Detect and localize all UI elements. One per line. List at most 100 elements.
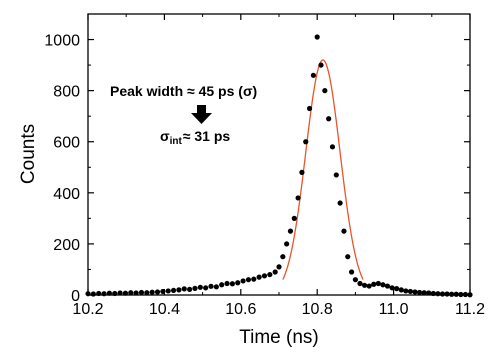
sigma-subscript: int bbox=[170, 136, 183, 147]
data-point bbox=[85, 291, 91, 297]
data-point bbox=[219, 282, 225, 288]
sigma-symbol: σ bbox=[160, 128, 170, 144]
data-point bbox=[453, 291, 459, 297]
data-point bbox=[352, 277, 358, 283]
data-point bbox=[138, 289, 145, 296]
data-point bbox=[322, 88, 328, 94]
data-point bbox=[154, 289, 161, 295]
plot-frame bbox=[87, 13, 471, 296]
data-point bbox=[176, 287, 182, 293]
data-point bbox=[444, 291, 450, 297]
data-point bbox=[467, 292, 473, 298]
y-tick-labels: 0 200 400 600 800 1000 bbox=[44, 33, 80, 305]
data-point bbox=[299, 169, 305, 175]
data-point bbox=[229, 281, 235, 287]
data-point bbox=[462, 291, 469, 298]
data-point bbox=[117, 290, 123, 296]
data-point bbox=[314, 34, 320, 40]
data-point bbox=[261, 273, 268, 279]
down-arrow-icon bbox=[191, 105, 212, 124]
data-point bbox=[403, 288, 409, 294]
data-point bbox=[112, 290, 118, 297]
x-tick-label: 10.6 bbox=[225, 301, 256, 318]
peak-width-annotation: Peak width ≈ 45 ps (σ) bbox=[110, 83, 257, 99]
data-point bbox=[407, 288, 414, 295]
x-tick-labels: 10.2 10.4 10.6 10.8 11.0 11.2 bbox=[72, 301, 485, 318]
data-point bbox=[333, 172, 339, 178]
data-point bbox=[426, 290, 432, 296]
x-tick-label: 10.2 bbox=[72, 301, 103, 318]
data-point bbox=[106, 290, 112, 296]
data-point bbox=[245, 277, 252, 283]
data-point bbox=[287, 228, 294, 234]
data-point bbox=[361, 282, 368, 288]
data-point bbox=[458, 291, 464, 298]
data-point bbox=[384, 283, 391, 289]
data-point bbox=[341, 228, 347, 234]
data-point bbox=[203, 285, 209, 291]
data-point bbox=[122, 290, 129, 296]
data-point bbox=[394, 286, 400, 292]
data-point bbox=[306, 105, 313, 112]
data-point bbox=[345, 254, 351, 260]
data-point bbox=[310, 72, 316, 78]
x-tick-label: 11.0 bbox=[379, 301, 409, 318]
data-point bbox=[357, 280, 363, 287]
data-point bbox=[213, 284, 219, 290]
data-point bbox=[435, 291, 441, 297]
y-tick-label: 0 bbox=[71, 288, 80, 305]
data-point bbox=[371, 281, 377, 287]
data-point bbox=[280, 254, 286, 260]
sigma-int-annotation: σint≈ 31 ps bbox=[160, 128, 230, 147]
y-tick-label: 200 bbox=[53, 237, 80, 254]
data-point bbox=[421, 290, 427, 296]
data-point bbox=[224, 280, 230, 287]
data-point bbox=[284, 241, 290, 247]
data-point bbox=[416, 289, 423, 296]
data-point bbox=[276, 264, 282, 270]
data-point bbox=[329, 144, 336, 150]
y-tick-label: 600 bbox=[53, 135, 80, 152]
ticks bbox=[87, 14, 471, 296]
data-point bbox=[133, 290, 139, 296]
sigma-value: ≈ 31 ps bbox=[183, 128, 231, 144]
data-point bbox=[251, 276, 257, 282]
data-point bbox=[303, 139, 309, 145]
data-point bbox=[291, 215, 297, 221]
data-point bbox=[366, 283, 372, 289]
data-point bbox=[267, 271, 273, 278]
y-axis-label: Counts bbox=[18, 124, 39, 184]
data-point bbox=[449, 291, 455, 297]
data-point bbox=[101, 291, 107, 297]
data-point bbox=[128, 290, 134, 296]
y-tick-label: 1000 bbox=[44, 33, 80, 50]
data-point bbox=[389, 285, 395, 291]
data-point bbox=[337, 200, 343, 206]
gaussian-fit-line bbox=[282, 59, 364, 280]
x-tick-label: 10.8 bbox=[302, 301, 333, 318]
data-point bbox=[295, 195, 301, 201]
data-point bbox=[96, 290, 102, 297]
y-tick-label: 800 bbox=[53, 84, 80, 101]
data-point bbox=[208, 283, 214, 289]
y-tick-label: 400 bbox=[53, 186, 80, 203]
x-tick-label: 11.2 bbox=[455, 301, 485, 318]
data-point bbox=[170, 287, 177, 294]
data-point bbox=[272, 269, 278, 275]
data-point bbox=[326, 116, 332, 122]
data-points bbox=[85, 34, 473, 298]
data-point bbox=[181, 286, 187, 292]
data-point bbox=[348, 269, 355, 275]
data-point bbox=[197, 284, 203, 290]
data-point bbox=[165, 288, 171, 294]
data-point bbox=[380, 282, 386, 288]
data-point bbox=[412, 289, 418, 295]
data-point bbox=[144, 290, 150, 296]
data-point bbox=[192, 285, 198, 291]
data-point bbox=[90, 291, 96, 297]
data-point bbox=[430, 290, 436, 297]
data-point bbox=[398, 287, 404, 293]
data-point bbox=[256, 274, 262, 280]
data-point bbox=[240, 278, 246, 284]
x-tick-label: 10.4 bbox=[149, 301, 180, 318]
